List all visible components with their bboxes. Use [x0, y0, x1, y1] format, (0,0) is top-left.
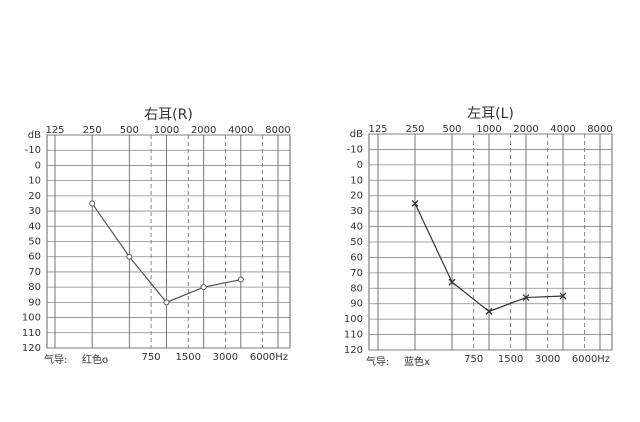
x-tick-label: 250 [405, 124, 424, 135]
x-tick-label: 500 [442, 124, 461, 135]
x-unit: Hz [275, 352, 288, 363]
x-tick-label: 1000 [154, 125, 179, 136]
y-tick-label: 50 [350, 237, 363, 248]
marker [163, 299, 170, 306]
x-tick-label: 8000 [587, 124, 612, 135]
y-tick-label: 90 [28, 297, 41, 308]
y-tick-label: -10 [347, 144, 363, 155]
legend-label: 气导: [366, 355, 389, 368]
y-tick-label: 60 [350, 252, 363, 263]
y-tick-label: 100 [22, 313, 41, 324]
x-tick-label: 3000 [213, 352, 238, 363]
marker [200, 284, 207, 291]
y-tick-label: 80 [28, 282, 41, 293]
x-tick-label: 1500 [176, 352, 201, 363]
x-tick-label: 4000 [228, 125, 253, 136]
y-tick-label: 60 [28, 252, 41, 263]
marker [522, 294, 530, 302]
y-tick-label: 20 [28, 191, 41, 202]
x-tick-label: 125 [45, 125, 64, 136]
chart-title: 左耳(L) [467, 106, 514, 122]
y-tick-label: 40 [350, 222, 363, 233]
y-tick-label: 40 [28, 221, 41, 232]
x-tick-label: 2000 [513, 124, 538, 135]
x-tick-label: 3000 [535, 354, 560, 365]
y-tick-label: 100 [344, 314, 363, 325]
y-tick-label: 10 [28, 176, 41, 187]
y-tick-label: 80 [350, 283, 363, 294]
x-tick-label: 2000 [191, 125, 216, 136]
y-tick-label: dB [28, 130, 41, 141]
x-tick-label: 750 [464, 354, 483, 365]
x-tick-label: 4000 [550, 124, 575, 135]
y-tick-label: 0 [35, 160, 41, 171]
y-tick-label: 110 [344, 330, 363, 341]
legend-entry: 蓝色x [404, 355, 430, 368]
legend-label: 气导: [44, 353, 67, 366]
marker [126, 253, 133, 260]
y-tick-label: 10 [350, 175, 363, 186]
y-tick-label: -10 [25, 145, 41, 156]
marker [89, 200, 96, 207]
x-tick-label: 6000 [572, 354, 597, 365]
y-tick-label: 90 [350, 299, 363, 310]
y-tick-label: 30 [28, 206, 41, 217]
y-tick-label: 70 [28, 267, 41, 278]
y-tick-label: 0 [357, 160, 363, 171]
legend-entry: 红色o [82, 353, 108, 366]
y-tick-label: 30 [350, 206, 363, 217]
y-tick-label: dB [350, 129, 363, 140]
y-tick-label: 120 [344, 345, 363, 356]
chart-title: 右耳(R) [144, 107, 193, 123]
marker [448, 278, 456, 286]
x-tick-label: 750 [142, 352, 161, 363]
x-tick-label: 1500 [498, 354, 523, 365]
x-tick-label: 6000 [250, 352, 275, 363]
x-tick-label: 1000 [476, 124, 501, 135]
y-tick-label: 20 [350, 191, 363, 202]
x-tick-label: 250 [83, 125, 102, 136]
y-tick-label: 110 [22, 328, 41, 339]
y-tick-label: 70 [350, 268, 363, 279]
marker [559, 292, 567, 300]
x-tick-label: 125 [368, 124, 387, 135]
x-tick-label: 500 [120, 125, 139, 136]
y-tick-label: 50 [28, 237, 41, 248]
marker [411, 199, 419, 207]
y-tick-label: 120 [22, 343, 41, 354]
marker [237, 276, 244, 283]
x-unit: Hz [597, 354, 610, 365]
x-tick-label: 8000 [265, 125, 290, 136]
marker [485, 307, 493, 315]
